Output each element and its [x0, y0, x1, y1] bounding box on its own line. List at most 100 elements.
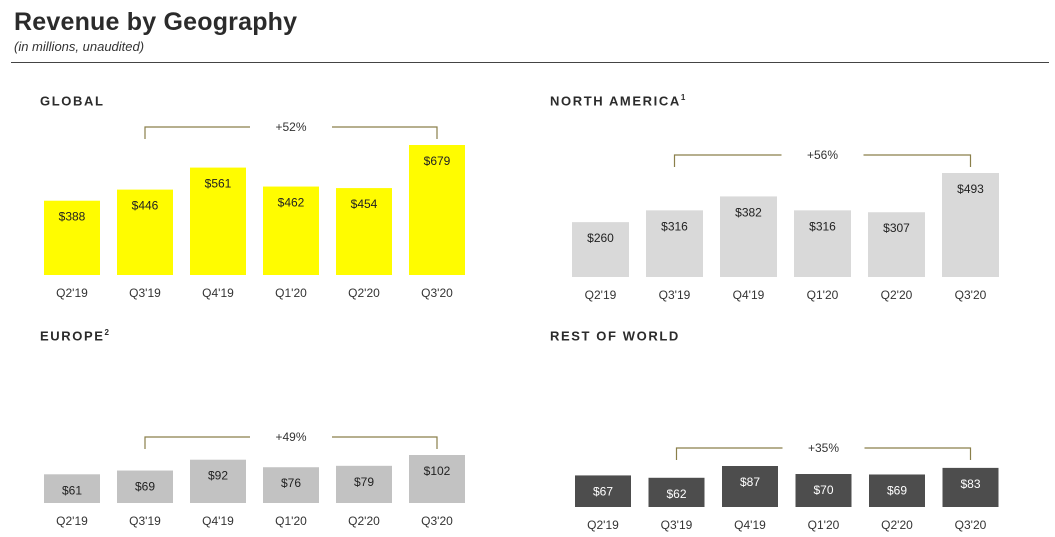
- x-tick-label: Q2'19: [56, 514, 88, 528]
- panel-europe: EUROPE2 $61 Q2'19 $69 Q3'19 $92 Q4'19 $76 Q1'20…: [40, 328, 480, 533]
- data-label: $388: [59, 210, 86, 224]
- change-bracket-right: [863, 154, 972, 167]
- data-label: $83: [960, 477, 980, 491]
- data-label: $493: [957, 182, 984, 196]
- data-label: $92: [208, 469, 228, 483]
- bar: [117, 470, 173, 503]
- change-bracket-right: [864, 447, 972, 460]
- data-label: $87: [740, 475, 760, 489]
- change-bracket-left: [144, 436, 250, 449]
- data-label: $69: [135, 480, 155, 494]
- change-bracket-right: [332, 436, 438, 449]
- x-tick-label: Q1'20: [275, 514, 307, 528]
- data-label: $260: [587, 231, 614, 245]
- panel-rest-of-world: REST OF WORLD $67 Q2'19 $62 Q3'19 $87 Q4'19 $7…: [550, 328, 1010, 533]
- bar: [44, 474, 100, 503]
- change-annotation: +56%: [807, 148, 838, 162]
- europe-bar-chart: $61 Q2'19 $69 Q3'19 $92 Q4'19 $76 Q1'20 $79 Q2'20…: [44, 430, 465, 528]
- bar: [795, 474, 852, 507]
- change-annotation: +52%: [275, 120, 306, 134]
- x-tick-label: Q2'20: [348, 514, 380, 528]
- x-tick-label: Q1'20: [807, 288, 839, 302]
- data-label: $76: [281, 476, 301, 490]
- change-bracket-left: [673, 154, 782, 167]
- data-label: $561: [205, 177, 232, 191]
- footnote-marker: 2: [104, 328, 109, 337]
- bar: [794, 210, 851, 277]
- bar: [336, 465, 392, 503]
- x-tick-label: Q2'20: [348, 286, 380, 300]
- bar: [942, 173, 999, 277]
- x-tick-label: Q2'19: [585, 288, 617, 302]
- bar: [409, 145, 465, 275]
- x-tick-label: Q3'20: [955, 288, 987, 302]
- bar: [409, 455, 465, 503]
- data-label: $307: [883, 221, 910, 235]
- panel-title: NORTH AMERICA1: [550, 93, 685, 108]
- bar: [646, 210, 703, 277]
- panel-title-text: NORTH AMERICA: [550, 93, 681, 109]
- bar: [575, 475, 631, 507]
- panel-title: GLOBAL: [40, 93, 104, 108]
- data-label: $79: [354, 475, 374, 489]
- header-divider: [11, 62, 1049, 63]
- bar: [720, 196, 777, 277]
- data-label: $316: [661, 219, 688, 233]
- data-label: $102: [424, 464, 451, 478]
- change-annotation: +35%: [808, 441, 839, 455]
- x-tick-label: Q3'20: [421, 286, 453, 300]
- x-tick-label: Q3'19: [661, 518, 693, 532]
- panel-title: EUROPE2: [40, 328, 109, 343]
- change-bracket-left: [675, 447, 783, 460]
- bar: [263, 186, 319, 275]
- x-tick-label: Q1'20: [275, 286, 307, 300]
- bar: [869, 474, 925, 507]
- bar: [942, 467, 999, 507]
- bar: [868, 212, 925, 277]
- panel-north-america: NORTH AMERICA1 $260 Q2'19 $316 Q3'19 $382 Q4'…: [550, 93, 1010, 303]
- x-tick-label: Q3'19: [659, 288, 691, 302]
- page-subtitle: (in millions, unaudited): [14, 39, 145, 54]
- data-label: $69: [887, 483, 907, 497]
- bar: [117, 189, 173, 275]
- x-tick-label: Q3'20: [421, 514, 453, 528]
- x-tick-label: Q4'19: [202, 514, 234, 528]
- data-label: $446: [132, 199, 159, 213]
- page-title: Revenue by Geography: [14, 8, 298, 36]
- global-bar-chart: $388 Q2'19 $446 Q3'19 $561 Q4'19 $462 Q1'20 $454…: [44, 120, 465, 300]
- x-tick-label: Q4'19: [734, 518, 766, 532]
- x-tick-label: Q2'20: [881, 518, 913, 532]
- bar: [190, 167, 246, 275]
- bar: [190, 459, 246, 503]
- panel-global: GLOBAL $388 Q2'19 $446 Q3'19 $561 Q4'19 $462 Q1…: [40, 93, 480, 303]
- data-label: $61: [62, 483, 82, 497]
- panel-title-text: EUROPE: [40, 328, 105, 344]
- x-tick-label: Q3'19: [129, 514, 161, 528]
- bar: [572, 222, 629, 277]
- panel-title: REST OF WORLD: [550, 328, 680, 343]
- data-label: $382: [735, 205, 762, 219]
- x-tick-label: Q2'19: [56, 286, 88, 300]
- footnote-marker: 1: [680, 93, 686, 102]
- x-tick-label: Q1'20: [808, 518, 840, 532]
- x-tick-label: Q4'19: [202, 286, 234, 300]
- x-tick-label: Q3'20: [955, 518, 987, 532]
- panel-title-text: REST OF WORLD: [550, 328, 680, 344]
- bar: [44, 200, 100, 275]
- bar: [648, 477, 705, 507]
- x-tick-label: Q3'19: [129, 286, 161, 300]
- data-label: $679: [424, 154, 451, 168]
- data-label: $70: [813, 483, 833, 497]
- data-label: $454: [351, 197, 378, 211]
- x-tick-label: Q2'20: [881, 288, 913, 302]
- bar: [263, 467, 319, 503]
- data-label: $62: [666, 487, 686, 501]
- x-tick-label: Q2'19: [587, 518, 619, 532]
- change-bracket-left: [144, 126, 250, 139]
- data-label: $316: [809, 219, 836, 233]
- rest-of-world-bar-chart: $67 Q2'19 $62 Q3'19 $87 Q4'19 $70 Q1'20 $69 Q2'20…: [575, 441, 999, 532]
- bar: [722, 466, 778, 507]
- north-america-bar-chart: $260 Q2'19 $316 Q3'19 $382 Q4'19 $316 Q1'20 $307…: [572, 148, 999, 302]
- data-label: $67: [593, 484, 613, 498]
- change-bracket-right: [332, 126, 438, 139]
